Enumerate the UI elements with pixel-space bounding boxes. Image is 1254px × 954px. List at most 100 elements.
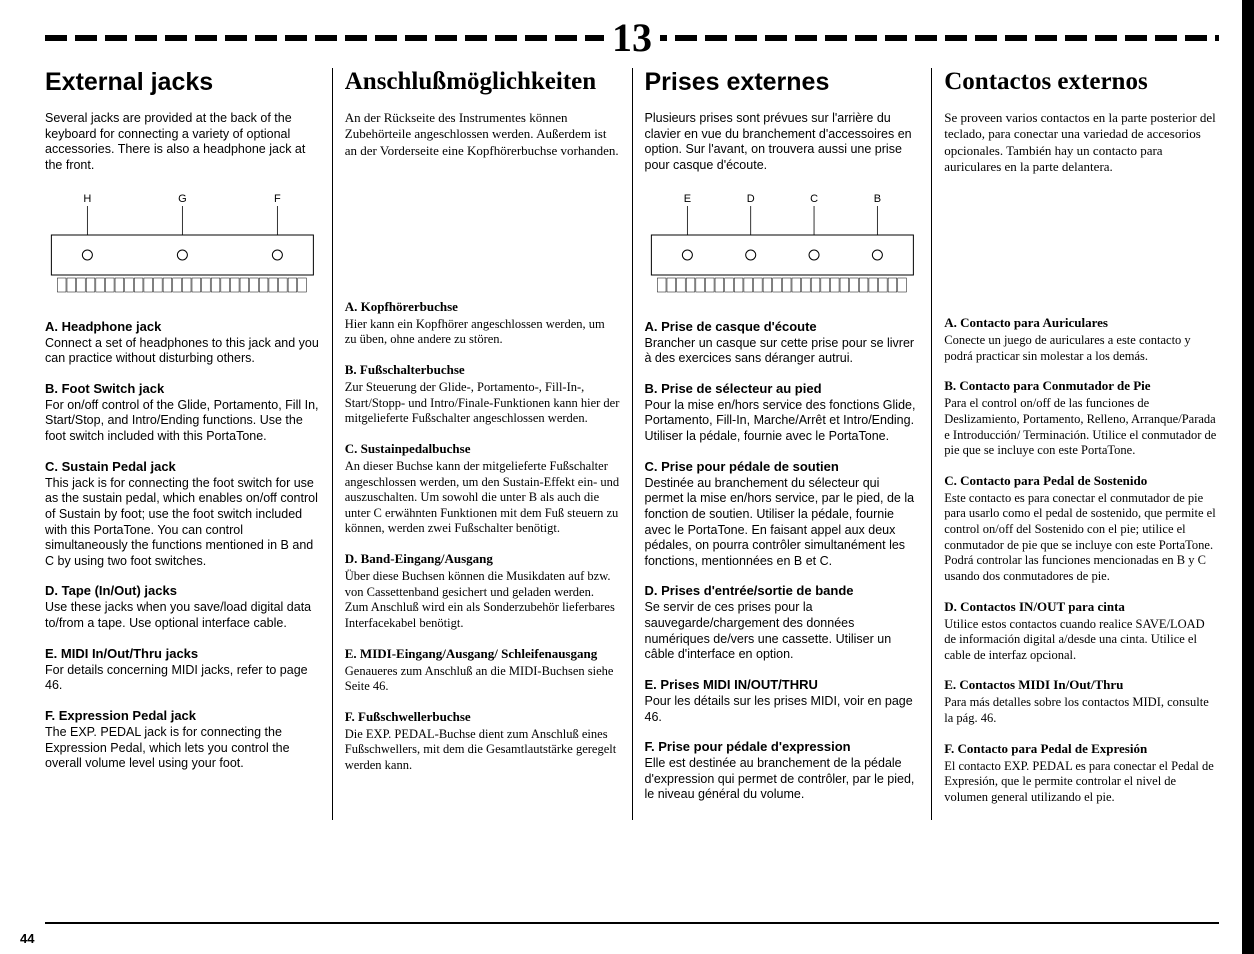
section: B. Foot Switch jack For on/off control of…	[45, 381, 320, 445]
column-intro: Several jacks are provided at the back o…	[45, 111, 320, 174]
section: F. FußschwellerbuchseDie EXP. PEDAL-Buch…	[345, 709, 620, 774]
section-body: An dieser Buchse kann der mitgelieferte …	[345, 459, 620, 537]
section-body: For details concerning MIDI jacks, refer…	[45, 663, 320, 694]
jack-diagram: EDCB	[645, 190, 920, 300]
section-title: F. Prise pour pédale d'expression	[645, 739, 920, 754]
section: D. Band-Eingang/Ausgang Über diese Buchse…	[345, 551, 620, 632]
section: D. Tape (In/Out) jacks Use these jacks wh…	[45, 583, 320, 631]
columns-container: External jacks Several jacks are provided…	[45, 68, 1219, 820]
section: A. Contacto para Auriculares Conecte un j…	[944, 315, 1219, 364]
section-body: Use these jacks when you save/load digit…	[45, 600, 320, 631]
section: D. Prises d'entrée/sortie de bande Se ser…	[645, 583, 920, 663]
section-title: B. Contacto para Conmutador de Pie	[944, 378, 1219, 394]
section-title: C. Contacto para Pedal de Sostenido	[944, 473, 1219, 489]
section-body: Pour la mise en/hors service des fonctio…	[645, 398, 920, 445]
column-0: External jacks Several jacks are provided…	[45, 68, 333, 820]
section-title: B. Foot Switch jack	[45, 381, 320, 396]
column-heading: Anschlußmöglichkeiten	[345, 68, 620, 96]
section: E. MIDI In/Out/Thru jacks For details con…	[45, 646, 320, 694]
section-title: D. Contactos IN/OUT para cinta	[944, 599, 1219, 615]
section-body: El contacto EXP. PEDAL es para conectar …	[944, 759, 1219, 806]
section: F. Prise pour pédale d'expression Elle es…	[645, 739, 920, 803]
section: E. Prises MIDI IN/OUT/THRU Pour les détai…	[645, 677, 920, 725]
section-body: Brancher un casque sur cette prise pour …	[645, 336, 920, 367]
section-body: Hier kann ein Kopfhörer angeschlossen we…	[345, 317, 620, 348]
column-heading: Prises externes	[645, 68, 920, 97]
svg-text:C: C	[810, 193, 818, 205]
section-body: Pour les détails sur les prises MIDI, vo…	[645, 694, 920, 725]
section-title: A. Contacto para Auriculares	[944, 315, 1219, 331]
column-heading: Contactos externos	[944, 68, 1219, 96]
section: F. Expression Pedal jack The EXP. PEDAL j…	[45, 708, 320, 772]
section-title: E. MIDI-Eingang/Ausgang/ Schleifenausgan…	[345, 646, 620, 662]
svg-text:E: E	[683, 193, 690, 205]
section-body: The EXP. PEDAL jack is for connecting th…	[45, 725, 320, 772]
jack-diagram: HGF	[45, 190, 320, 300]
section-body: Para más detalles sobre los contactos MI…	[944, 695, 1219, 726]
svg-text:F: F	[274, 193, 281, 205]
column-intro: An der Rückseite des Instrumentes können…	[345, 110, 620, 159]
scan-edge	[1242, 0, 1254, 954]
column-1: Anschlußmöglichkeiten An der Rückseite de…	[333, 68, 633, 820]
bottom-rule	[45, 922, 1219, 924]
section-title: F. Contacto para Pedal de Expresión	[944, 741, 1219, 757]
svg-text:G: G	[178, 193, 187, 205]
diagram-spacer	[944, 185, 1219, 315]
section-body: Para el control on/off de las funciones …	[944, 396, 1219, 459]
section-title: F. Expression Pedal jack	[45, 708, 320, 723]
section-title: E. Prises MIDI IN/OUT/THRU	[645, 677, 920, 692]
column-heading: External jacks	[45, 68, 320, 97]
section: F. Contacto para Pedal de Expresión El co…	[944, 741, 1219, 806]
section: D. Contactos IN/OUT para cinta Utilice es…	[944, 599, 1219, 664]
section: E. MIDI-Eingang/Ausgang/ Schleifenausgan…	[345, 646, 620, 695]
section-title: D. Band-Eingang/Ausgang	[345, 551, 620, 567]
section: B. Contacto para Conmutador de Pie Para e…	[944, 378, 1219, 459]
section: A. Headphone jack Connect a set of headph…	[45, 319, 320, 367]
section-title: C. Sustainpedalbuchse	[345, 441, 620, 457]
column-2: Prises externes Plusieurs prises sont pré…	[633, 68, 933, 820]
section-body: Conecte un juego de auriculares a este c…	[944, 333, 1219, 364]
svg-text:H: H	[83, 193, 91, 205]
section-title: D. Tape (In/Out) jacks	[45, 583, 320, 598]
section-body: This jack is for connecting the foot swi…	[45, 476, 320, 570]
section-title: B. Fußschalterbuchse	[345, 362, 620, 378]
section: B. Fußschalterbuchse Zur Steuerung der Gl…	[345, 362, 620, 427]
section-title: E. Contactos MIDI In/Out/Thru	[944, 677, 1219, 693]
section-body: Zur Steuerung der Glide-, Portamento-, F…	[345, 380, 620, 427]
section-body: Este contacto es para conectar el conmut…	[944, 491, 1219, 585]
column-intro: Plusieurs prises sont prévues sur l'arri…	[645, 111, 920, 174]
section-body: Se servir de ces prises pour la sauvegar…	[645, 600, 920, 663]
top-divider: 13	[45, 20, 1219, 56]
page-number: 13	[604, 20, 660, 56]
bottom-page-number: 44	[20, 931, 34, 946]
svg-text:D: D	[746, 193, 754, 205]
section-title: E. MIDI In/Out/Thru jacks	[45, 646, 320, 661]
section: C. Sustainpedalbuchse An dieser Buchse ka…	[345, 441, 620, 537]
column-intro: Se proveen varios contactos en la parte …	[944, 110, 1219, 175]
section: B. Prise de sélecteur au pied Pour la mis…	[645, 381, 920, 445]
section: C. Sustain Pedal jack This jack is for co…	[45, 459, 320, 570]
section-body: Destinée au branchement du sélecteur qui…	[645, 476, 920, 570]
section-title: C. Sustain Pedal jack	[45, 459, 320, 474]
section: A. Prise de casque d'écoute Brancher un c…	[645, 319, 920, 367]
svg-text:B: B	[873, 193, 880, 205]
section-body: Connect a set of headphones to this jack…	[45, 336, 320, 367]
section-body: For on/off control of the Glide, Portame…	[45, 398, 320, 445]
section-title: D. Prises d'entrée/sortie de bande	[645, 583, 920, 598]
section: A. Kopfhörerbuchse Hier kann ein Kopfhöre…	[345, 299, 620, 348]
section: C. Prise pour pédale de soutien Destinée …	[645, 459, 920, 570]
section-title: F. Fußschwellerbuchse	[345, 709, 620, 725]
section-title: A. Headphone jack	[45, 319, 320, 334]
section-body: Utilice estos contactos cuando realice S…	[944, 617, 1219, 664]
section-body: Genaueres zum Anschluß an die MIDI-Buchs…	[345, 664, 620, 695]
section: E. Contactos MIDI In/Out/Thru Para más de…	[944, 677, 1219, 726]
column-3: Contactos externos Se proveen varios cont…	[932, 68, 1219, 820]
section-title: B. Prise de sélecteur au pied	[645, 381, 920, 396]
section-title: A. Kopfhörerbuchse	[345, 299, 620, 315]
section-body: Elle est destinée au branchement de la p…	[645, 756, 920, 803]
diagram-spacer	[345, 169, 620, 299]
section-body: Über diese Buchsen können die Musikdaten…	[345, 569, 620, 632]
section: C. Contacto para Pedal de Sostenido Este …	[944, 473, 1219, 585]
section-title: C. Prise pour pédale de soutien	[645, 459, 920, 474]
section-title: A. Prise de casque d'écoute	[645, 319, 920, 334]
